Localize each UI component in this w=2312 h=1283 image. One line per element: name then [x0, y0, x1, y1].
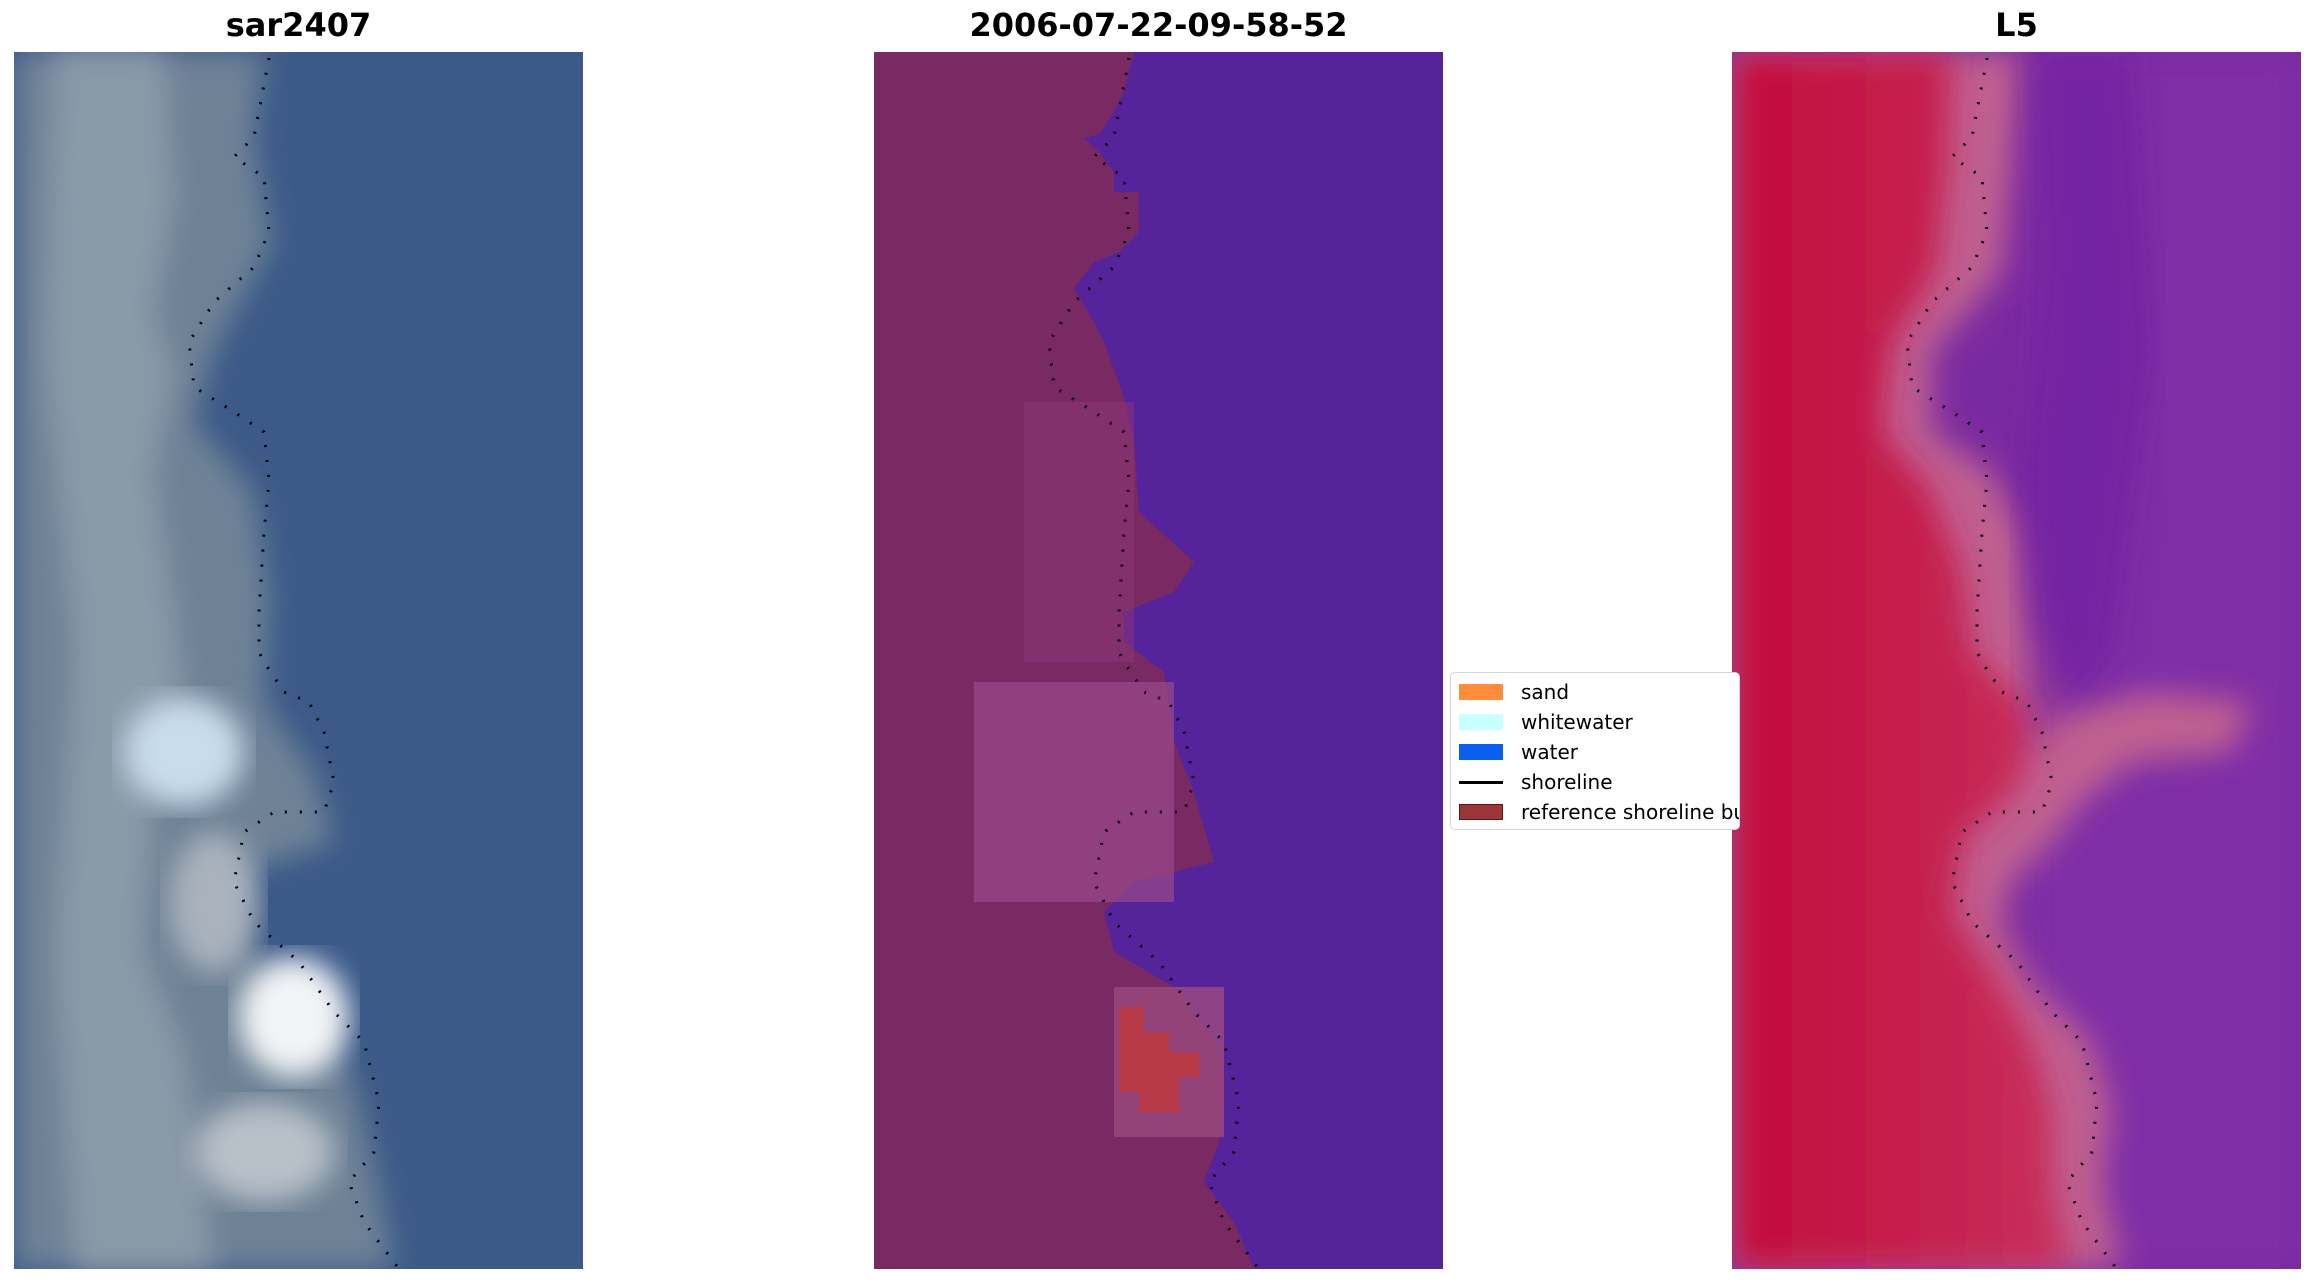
whitewater-swatch	[1459, 714, 1503, 730]
legend-item-sand: sand	[1459, 677, 1569, 707]
reference-buffer-swatch	[1459, 804, 1503, 820]
legend-item-water: water	[1459, 737, 1578, 767]
water-swatch	[1459, 744, 1503, 760]
legend: sand whitewater water shoreline referenc…	[1450, 672, 1740, 830]
panel-title-index: L5	[1995, 6, 2038, 44]
shoreline-classification	[1047, 57, 1261, 1269]
legend-item-whitewater: whitewater	[1459, 707, 1633, 737]
legend-label: shoreline	[1521, 770, 1613, 794]
shoreline-index	[1905, 57, 2119, 1269]
panel-title-rgb: sar2407	[225, 6, 372, 44]
classification-panel	[874, 52, 1443, 1269]
legend-label: water	[1521, 740, 1578, 764]
index-image-panel	[1732, 52, 2301, 1269]
legend-label: reference shoreline buffer	[1521, 800, 1739, 824]
legend-item-shoreline: shoreline	[1459, 767, 1613, 797]
panel-title-classification: 2006-07-22-09-58-52	[969, 6, 1348, 44]
shoreline-rgb	[187, 57, 401, 1269]
legend-item-reference-buffer: reference shoreline buffer	[1459, 797, 1739, 827]
legend-label: whitewater	[1521, 710, 1633, 734]
rgb-image-panel	[14, 52, 583, 1269]
shoreline-swatch	[1459, 780, 1503, 784]
legend-label: sand	[1521, 680, 1570, 704]
sand-swatch	[1459, 684, 1503, 700]
